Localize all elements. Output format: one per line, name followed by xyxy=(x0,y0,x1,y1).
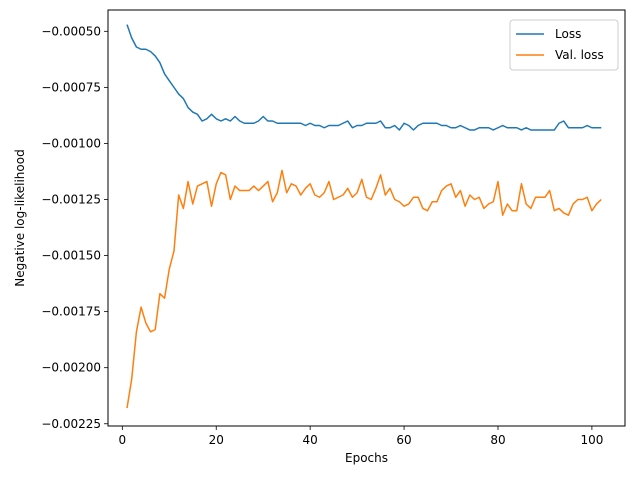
y-tick-label: −0.00050 xyxy=(41,24,101,38)
x-tick-label: 40 xyxy=(303,433,318,447)
y-tick-label: −0.00075 xyxy=(41,80,101,94)
x-tick-label: 80 xyxy=(490,433,505,447)
x-axis-title: Epochs xyxy=(345,451,388,465)
x-tick-label: 100 xyxy=(580,433,603,447)
legend-label-loss: Loss xyxy=(555,27,581,41)
x-tick-label: 60 xyxy=(396,433,411,447)
y-tick-label: −0.00225 xyxy=(41,417,101,431)
series-layer xyxy=(126,24,602,409)
x-tick-label: 20 xyxy=(209,433,224,447)
series-line-loss xyxy=(126,24,602,131)
y-tick-label: −0.00150 xyxy=(41,249,101,263)
legend: Loss Val. loss xyxy=(509,19,619,71)
y-axis: −0.00050 −0.00075 −0.00100 −0.00125 −0.00150… xyxy=(41,24,108,431)
y-tick-label: −0.00100 xyxy=(41,136,101,150)
y-tick-label: −0.00200 xyxy=(41,361,101,375)
series-line-val-loss xyxy=(126,169,602,409)
x-tick-label: 0 xyxy=(119,433,127,447)
plot-area xyxy=(108,10,625,426)
y-tick-label: −0.00175 xyxy=(41,305,101,319)
legend-label-val-loss: Val. loss xyxy=(555,48,604,62)
plot-frame xyxy=(107,9,626,427)
legend-box xyxy=(509,19,619,71)
x-axis: 0 20 40 60 80 100 xyxy=(119,426,603,447)
y-tick-label: −0.00125 xyxy=(41,192,101,206)
y-axis-title: Negative log-likelihood xyxy=(13,149,27,286)
